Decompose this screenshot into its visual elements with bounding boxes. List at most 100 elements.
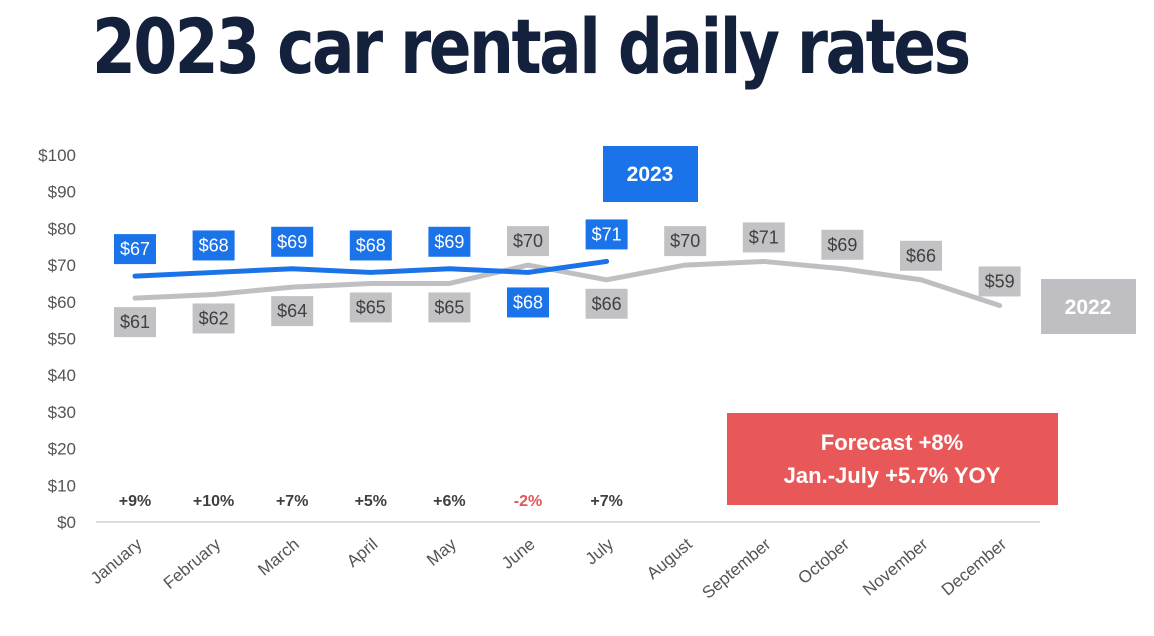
data-label-2023: $69 (428, 226, 471, 257)
yoy-change-label: +7% (276, 493, 308, 510)
data-label-2023: $68 (507, 287, 549, 318)
data-label-box (192, 303, 235, 334)
data-label-text: $71 (749, 227, 779, 247)
forecast-annotation: Forecast +8% Jan.-July +5.7% YOY (727, 413, 1058, 505)
y-tick-label: $60 (48, 293, 76, 312)
data-label-text: $66 (906, 246, 936, 266)
data-label-2022: $69 (821, 229, 864, 260)
data-label-2023: $71 (585, 219, 628, 250)
data-label-box (507, 287, 549, 318)
data-label-box (192, 230, 235, 261)
yoy-change-labels: +9% +10% +7% +5% +6% -2% +7% (119, 493, 623, 510)
data-label-2022: $66 (900, 240, 942, 271)
data-label-2022: $62 (192, 303, 235, 334)
data-labels-2022: $61 $62 $64 $65 $65 $70 $66 $70 $71 $69 $66 $59 (114, 222, 1021, 338)
data-label-text: $69 (827, 235, 857, 255)
data-label-text: $64 (277, 301, 307, 321)
data-label-2022: $61 (114, 307, 156, 338)
x-tick-label: July (582, 534, 618, 568)
data-label-box (585, 219, 628, 250)
x-tick-label: May (423, 534, 460, 570)
data-label-box (349, 292, 392, 323)
yoy-change-label: +10% (193, 493, 234, 510)
forecast-line-2: Jan.-July +5.7% YOY (784, 463, 1001, 488)
legend-2023: 2023 (603, 146, 698, 202)
y-tick-label: $70 (48, 256, 76, 275)
data-label-2022: $65 (349, 292, 392, 323)
y-tick-label: $90 (48, 183, 76, 202)
x-tick-label: October (794, 534, 853, 588)
y-tick-label: $50 (48, 330, 76, 349)
series-line-2023 (132, 258, 610, 279)
data-label-box (821, 229, 864, 260)
data-label-box (271, 226, 314, 257)
x-tick-label: April (343, 535, 381, 571)
data-label-text: $61 (120, 312, 150, 332)
yoy-change-label: +6% (433, 493, 465, 510)
x-tick-label: February (160, 534, 225, 593)
data-label-2022: $70 (507, 226, 549, 257)
data-label-text: $70 (670, 231, 700, 251)
forecast-box (727, 413, 1058, 505)
y-tick-label: $80 (48, 219, 76, 238)
data-label-2023: $69 (271, 226, 314, 257)
y-axis: $0 $10 $20 $30 $40 $50 $60 $70 $80 $90 $100 (38, 146, 76, 532)
data-label-2022: $59 (978, 266, 1021, 297)
data-label-text: $68 (356, 235, 386, 255)
legend-2023-box (603, 146, 698, 202)
legend-2023-label: 2023 (627, 163, 674, 186)
x-tick-label: December (938, 534, 1011, 599)
data-label-2022: $71 (742, 222, 785, 253)
series-2022 (132, 258, 1003, 308)
data-label-text: $65 (356, 297, 386, 317)
data-label-2023: $68 (192, 230, 235, 261)
x-tick-label: March (254, 535, 302, 580)
data-label-text: $68 (199, 235, 229, 255)
data-label-2022: $65 (428, 292, 471, 323)
y-tick-label: $30 (48, 403, 76, 422)
data-label-box (114, 234, 156, 265)
x-tick-label: September (698, 534, 774, 602)
data-label-box (271, 296, 314, 327)
data-label-2023: $68 (349, 230, 392, 261)
data-label-box (114, 307, 156, 338)
data-label-text: $66 (592, 294, 622, 314)
forecast-line-1: Forecast +8% (821, 430, 963, 455)
data-label-text: $70 (513, 231, 543, 251)
yoy-change-label: +9% (119, 493, 151, 510)
data-label-2022: $66 (585, 288, 628, 319)
y-tick-label: $20 (48, 440, 76, 459)
data-label-text: $65 (434, 297, 464, 317)
legend-2022-box (1041, 279, 1136, 334)
yoy-change-label: -2% (514, 493, 542, 510)
x-tick-label: January (87, 534, 146, 588)
data-label-box (742, 222, 785, 253)
x-axis: January February March April May June July Augu… (87, 534, 1010, 602)
data-label-text: $59 (985, 271, 1015, 291)
x-tick-label: June (498, 535, 538, 573)
data-labels-2023: $67 $68 $69 $68 $69 $68 $71 (114, 219, 628, 318)
legend-2022: 2022 (1041, 279, 1136, 334)
data-label-box (585, 288, 628, 319)
data-label-box (978, 266, 1021, 297)
legend-2022-label: 2022 (1065, 296, 1112, 319)
data-label-text: $62 (199, 308, 229, 328)
data-label-text: $71 (592, 224, 622, 244)
yoy-change-label: +5% (355, 493, 387, 510)
data-label-box (507, 226, 549, 257)
data-label-text: $68 (513, 292, 543, 312)
y-tick-label: $40 (48, 366, 76, 385)
data-label-2022: $64 (271, 296, 314, 327)
data-label-box (349, 230, 392, 261)
data-label-2022: $70 (664, 226, 707, 257)
y-tick-label: $0 (57, 513, 76, 532)
data-label-box (664, 226, 707, 257)
yoy-change-label: +7% (590, 493, 622, 510)
series-2023 (132, 258, 610, 279)
data-label-text: $69 (277, 232, 307, 252)
x-tick-label: August (643, 534, 696, 583)
data-label-text: $67 (120, 239, 150, 259)
series-line-2022 (132, 258, 1003, 308)
data-label-text: $69 (434, 232, 464, 252)
